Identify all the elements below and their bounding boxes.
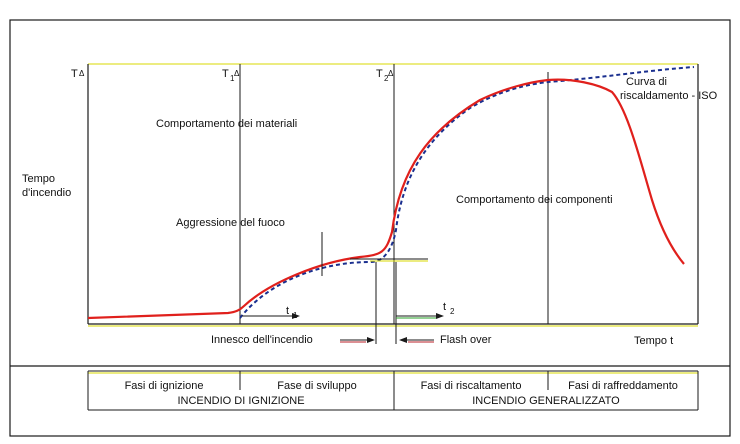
- label-tempo-t: Tempo t: [634, 335, 673, 347]
- label-small-t2-sub: 2: [450, 307, 455, 316]
- annotation-componenti: Comportamento dei componenti: [456, 194, 613, 206]
- label-t2: T: [376, 68, 383, 80]
- flash-over-arrow-head: [399, 337, 407, 343]
- y-label-line2: d'incendio: [22, 187, 71, 199]
- label-flash-over: Flash over: [440, 334, 492, 346]
- label-small-t2: t: [443, 301, 446, 313]
- label-small-t1: t: [286, 305, 289, 317]
- label-t1: T: [222, 68, 229, 80]
- phase-raffreddamento: Fasi di raffreddamento: [568, 380, 678, 392]
- t1-marker-icon: Δ: [234, 69, 240, 78]
- label-t2-sub: 2: [384, 74, 389, 83]
- iso-heating-curve: [239, 66, 695, 319]
- label-t1-sub: 1: [230, 74, 235, 83]
- group-incendio-generalizzato: INCENDIO GENERALIZZATO: [472, 395, 620, 407]
- annotation-iso-line1: Curva di: [626, 76, 667, 88]
- label-innesco: Innesco dell'incendio: [211, 334, 313, 346]
- outer-frame: [9, 19, 731, 437]
- label-t-axis: T: [71, 68, 78, 80]
- label-small-t1-sub: 1: [293, 311, 298, 320]
- fire-development-curve: [87, 78, 685, 320]
- t-axis-marker-icon: Δ: [79, 69, 85, 78]
- annotation-aggressione: Aggressione del fuoco: [176, 217, 285, 229]
- phase-riscaltamento: Fasi di riscaltamento: [421, 380, 522, 392]
- y-label-line1: Tempo: [22, 173, 55, 185]
- annotation-materiali: Comportamento dei materiali: [156, 118, 297, 130]
- phase-ignizione: Fasi di ignizione: [125, 380, 204, 392]
- annotation-iso-line2: riscaldamento - ISO: [620, 90, 718, 102]
- t2-marker-icon: Δ: [388, 69, 394, 78]
- phase-sviluppo: Fase di sviluppo: [277, 380, 357, 392]
- innesco-arrow-head: [367, 337, 375, 343]
- t2-arrow-head: [436, 313, 444, 319]
- group-incendio-ignizione: INCENDIO DI IGNIZIONE: [177, 395, 304, 407]
- t1-arrow-head: [292, 313, 300, 319]
